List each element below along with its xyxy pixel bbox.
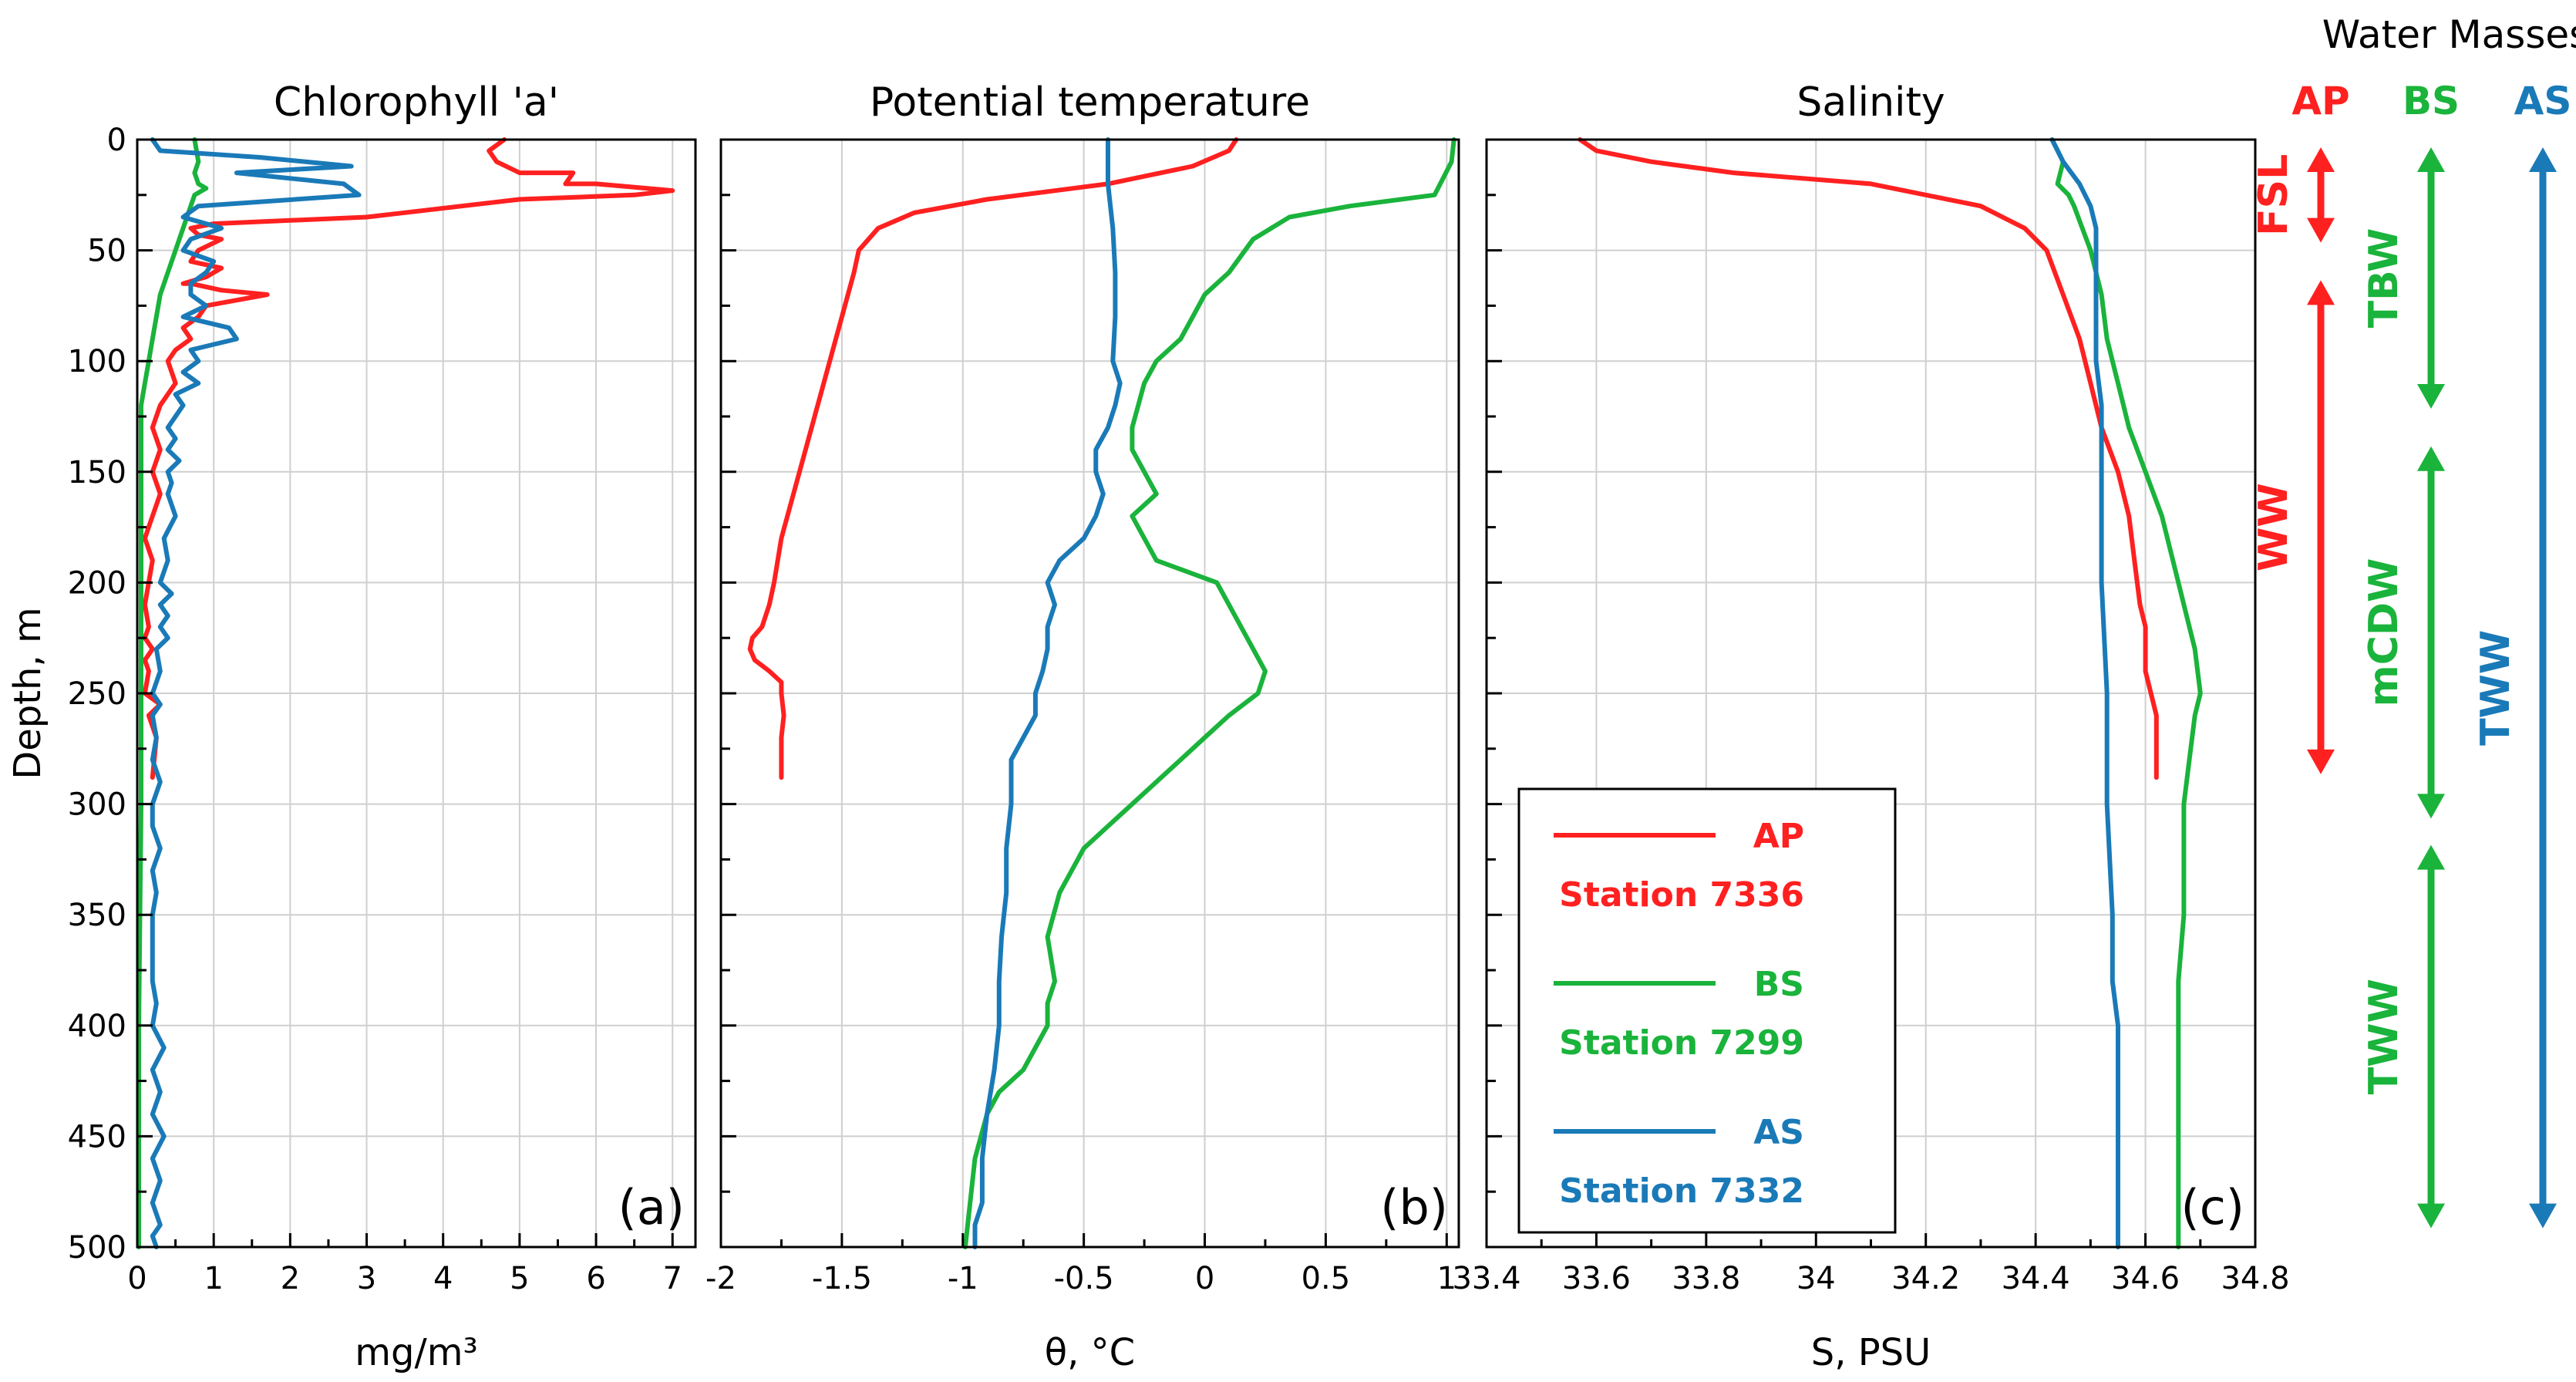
x-tick-label: 7 xyxy=(663,1261,682,1296)
y-tick-label: 450 xyxy=(68,1119,126,1154)
x-tick-label: 1 xyxy=(1437,1261,1456,1296)
x-tick-label: -0.5 xyxy=(1054,1261,1114,1296)
x-tick-label: 34 xyxy=(1796,1261,1836,1296)
series-line-as xyxy=(2049,137,2120,1249)
legend-station-as: Station 7332 xyxy=(1559,1171,1804,1211)
x-tick-label: 4 xyxy=(433,1261,453,1296)
legend-label-ap: AP xyxy=(1753,817,1804,856)
x-tick-label: 34.8 xyxy=(2221,1261,2289,1296)
x-tick-label: -2 xyxy=(705,1261,736,1296)
y-tick-label: 200 xyxy=(68,565,126,601)
y-tick-label: 300 xyxy=(68,787,126,823)
legend-station-ap: Station 7336 xyxy=(1559,875,1804,915)
x-axis-title: mg/m³ xyxy=(355,1331,477,1374)
panel-title: Chlorophyll 'a' xyxy=(274,79,559,126)
water-mass-column-ap: AP xyxy=(2291,79,2349,123)
y-tick-label: 250 xyxy=(68,676,126,712)
y-tick-label: 350 xyxy=(68,898,126,933)
water-mass-arrow-tww: TWW xyxy=(2473,147,2557,1229)
panel-letter: (c) xyxy=(2181,1179,2244,1235)
x-tick-label: 33.4 xyxy=(1452,1261,1520,1296)
x-tick-label: 33.8 xyxy=(1672,1261,1740,1296)
water-mass-label: TBW xyxy=(2361,228,2407,329)
panel-letter: (a) xyxy=(618,1179,685,1235)
series-line-as xyxy=(972,137,1123,1249)
water-mass-arrow-fsl: FSL xyxy=(2251,147,2335,243)
water-mass-label: TWW xyxy=(2473,630,2519,746)
x-tick-label: 5 xyxy=(510,1261,529,1296)
x-tick-label: 3 xyxy=(357,1261,376,1296)
water-mass-arrow-tww: TWW xyxy=(2361,844,2445,1229)
y-tick-label: 400 xyxy=(68,1009,126,1044)
x-tick-label: 0.5 xyxy=(1301,1261,1351,1296)
x-tick-label: 0 xyxy=(1195,1261,1214,1296)
gridlines xyxy=(720,139,1459,1248)
water-mass-arrow-ww: WW xyxy=(2251,280,2335,774)
water-mass-label: FSL xyxy=(2251,154,2297,236)
series-line-bs xyxy=(962,137,1456,1249)
panel-a: 0 1 2 3 4 5 6 7 0 50 100 150 200 250 300 350 400 450 500 De… xyxy=(6,79,697,1374)
gridlines xyxy=(136,139,695,1248)
panel-letter: (b) xyxy=(1380,1179,1448,1235)
water-mass-label: TWW xyxy=(2361,979,2407,1094)
panel-title: Salinity xyxy=(1796,79,1945,126)
legend: AP Station 7336 BS Station 7299 AS Station 73… xyxy=(1517,787,1897,1234)
legend-label-bs: BS xyxy=(1754,965,1804,1004)
water-mass-column-as: AS xyxy=(2514,79,2572,123)
water-mass-label: WW xyxy=(2251,483,2297,571)
water-mass-arrow-tbw: TBW xyxy=(2361,147,2445,409)
x-axis-title: θ, °C xyxy=(1045,1331,1135,1374)
x-tick-label: 34.4 xyxy=(2002,1261,2070,1296)
y-tick-label: 50 xyxy=(87,234,126,269)
y-tick-label: 0 xyxy=(107,123,126,158)
x-tick-label: 6 xyxy=(586,1261,605,1296)
y-tick-label: 100 xyxy=(68,344,126,379)
x-tick-label: -1 xyxy=(948,1261,978,1296)
series-line-bs xyxy=(2049,137,2203,1249)
legend-station-bs: Station 7299 xyxy=(1559,1023,1804,1063)
series-line-ap xyxy=(747,137,1239,780)
panel-b: -2 -1.5 -1 -0.5 0 0.5 1 Potential temperature θ,… xyxy=(705,79,1460,1374)
x-tick-label: 34.2 xyxy=(1891,1261,1960,1296)
x-tick-label: 33.6 xyxy=(1562,1261,1631,1296)
y-tick-label: 150 xyxy=(68,455,126,490)
legend-label-as: AS xyxy=(1753,1113,1804,1152)
x-tick-label: 1 xyxy=(204,1261,223,1296)
series-line-as xyxy=(150,137,362,1249)
water-mass-column-bs: BS xyxy=(2403,79,2460,123)
water-masses-panel: Water Masses AP FSL WW BS TBW mCDW TWW AS TWW xyxy=(2251,12,2576,1229)
water-masses-title: Water Masses xyxy=(2322,12,2576,57)
x-tick-label: 2 xyxy=(281,1261,300,1296)
x-axis-title: S, PSU xyxy=(1811,1331,1931,1374)
water-mass-arrow-mcdw: mCDW xyxy=(2361,446,2445,819)
y-axis-title: Depth, m xyxy=(6,607,49,779)
x-tick-label: 34.6 xyxy=(2111,1261,2180,1296)
legend-frame xyxy=(1517,787,1897,1234)
series-line-ap xyxy=(142,137,675,780)
series-line-ap xyxy=(1578,137,2159,780)
panel-title: Potential temperature xyxy=(870,79,1310,126)
x-tick-label: 0 xyxy=(127,1261,146,1296)
y-tick-label: 500 xyxy=(68,1230,126,1266)
x-tick-label: -1.5 xyxy=(812,1261,872,1296)
water-mass-label: mCDW xyxy=(2361,558,2407,707)
